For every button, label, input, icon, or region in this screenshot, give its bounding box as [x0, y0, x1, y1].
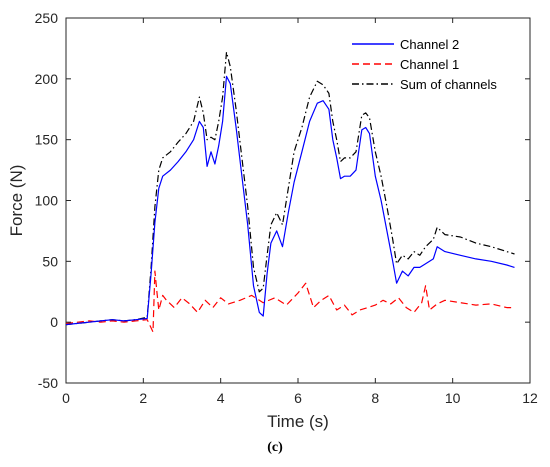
legend: Channel 2 Channel 1 Sum of channels	[352, 37, 497, 92]
legend-label-2: Channel 1	[400, 57, 459, 72]
plot-frame	[65, 17, 531, 384]
x-tick-label: 6	[294, 390, 302, 406]
x-tick-label: 8	[371, 390, 379, 406]
series-layer	[65, 51, 515, 333]
legend-label-1: Channel 2	[400, 37, 459, 52]
y-tick-label: 200	[35, 71, 59, 87]
y-tick-label: 0	[50, 314, 58, 330]
series-line-2	[65, 270, 515, 333]
x-axis-label: Time (s)	[267, 412, 329, 431]
x-tick-label: 2	[139, 390, 147, 406]
figure-caption: (c)	[267, 440, 283, 455]
x-tick-label: 4	[217, 390, 225, 406]
series-line-1	[65, 75, 515, 326]
x-tick-label: 10	[445, 390, 461, 406]
y-tick-label: 150	[35, 132, 59, 148]
plot-area	[65, 17, 531, 384]
x-axis: 0 2 4 6 8 10 12	[62, 18, 538, 406]
y-axis: -50 0 50 100 150 200 250	[35, 10, 530, 391]
y-tick-label: 100	[35, 193, 59, 209]
y-tick-label: -50	[38, 375, 58, 391]
y-tick-label: 250	[35, 10, 59, 26]
legend-label-3: Sum of channels	[400, 77, 497, 92]
y-tick-label: 50	[42, 253, 58, 269]
x-tick-label: 0	[62, 390, 70, 406]
x-tick-label: 12	[522, 390, 538, 406]
y-axis-label: Force (N)	[7, 165, 26, 237]
